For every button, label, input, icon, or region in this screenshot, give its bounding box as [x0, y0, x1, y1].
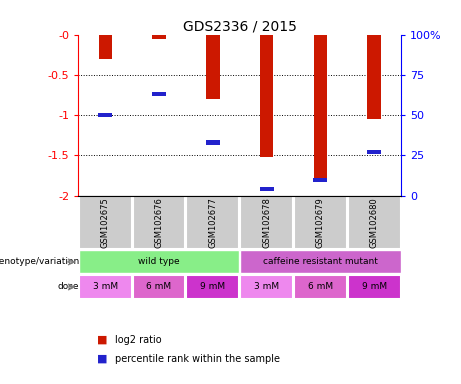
- Bar: [79, 196, 131, 249]
- Text: wild type: wild type: [138, 257, 180, 266]
- Bar: [240, 250, 401, 273]
- Bar: [348, 196, 401, 249]
- Bar: [367, 35, 381, 119]
- Text: GSM102679: GSM102679: [316, 197, 325, 248]
- Bar: [240, 275, 293, 298]
- Bar: [240, 196, 293, 249]
- Bar: [348, 275, 401, 298]
- Text: GSM102675: GSM102675: [101, 197, 110, 248]
- Bar: [206, 35, 219, 99]
- Text: 6 mM: 6 mM: [147, 283, 171, 291]
- Text: caffeine resistant mutant: caffeine resistant mutant: [263, 257, 378, 266]
- Text: 9 mM: 9 mM: [200, 283, 225, 291]
- Bar: [133, 275, 185, 298]
- Text: log2 ratio: log2 ratio: [115, 335, 162, 345]
- Text: 6 mM: 6 mM: [308, 283, 333, 291]
- Text: GSM102678: GSM102678: [262, 197, 271, 248]
- Text: 9 mM: 9 mM: [361, 283, 387, 291]
- Bar: [294, 196, 347, 249]
- Text: ■: ■: [97, 354, 107, 364]
- Text: genotype/variation: genotype/variation: [0, 257, 79, 266]
- Bar: [260, 187, 274, 191]
- Bar: [99, 35, 112, 59]
- Bar: [186, 196, 239, 249]
- Text: ■: ■: [97, 335, 107, 345]
- Bar: [206, 141, 220, 144]
- Text: GSM102676: GSM102676: [154, 197, 164, 248]
- Bar: [294, 275, 347, 298]
- Bar: [133, 196, 185, 249]
- Bar: [313, 35, 327, 178]
- Bar: [79, 250, 239, 273]
- Text: percentile rank within the sample: percentile rank within the sample: [115, 354, 280, 364]
- Text: GSM102680: GSM102680: [370, 197, 378, 248]
- Text: 3 mM: 3 mM: [254, 283, 279, 291]
- Bar: [260, 35, 273, 157]
- Bar: [98, 113, 112, 117]
- Bar: [186, 275, 239, 298]
- Text: dose: dose: [58, 283, 79, 291]
- Bar: [367, 150, 381, 154]
- Bar: [313, 177, 327, 182]
- Text: 3 mM: 3 mM: [93, 283, 118, 291]
- Bar: [152, 92, 166, 96]
- Bar: [152, 35, 166, 38]
- Text: GSM102677: GSM102677: [208, 197, 217, 248]
- Title: GDS2336 / 2015: GDS2336 / 2015: [183, 20, 297, 33]
- Bar: [79, 275, 131, 298]
